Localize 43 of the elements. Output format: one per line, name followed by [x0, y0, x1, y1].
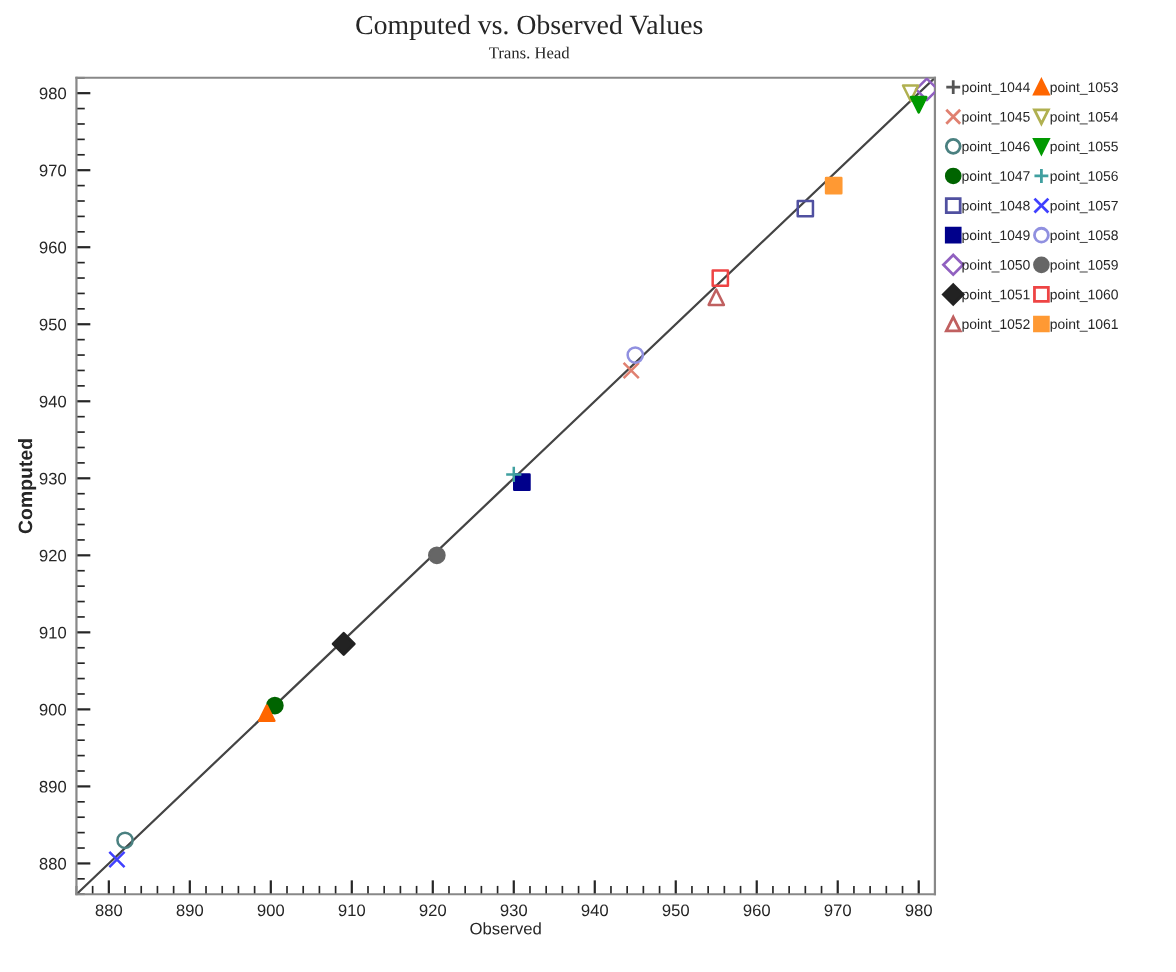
point: [909, 95, 928, 114]
y-tick-label: 880: [39, 857, 67, 870]
point: [626, 346, 645, 364]
x-tick-label: 960: [743, 904, 770, 917]
y-tick-label: 900: [39, 703, 67, 716]
point: [266, 696, 284, 715]
point: [622, 361, 641, 380]
point: [513, 473, 531, 492]
x-tick-label: 980: [905, 904, 932, 917]
y-tick-label: 970: [39, 164, 67, 177]
x-axis-title: Observed: [470, 922, 541, 935]
point: [108, 850, 126, 869]
x-tick-label: 920: [419, 904, 447, 917]
x-tick-label: 950: [662, 904, 690, 917]
point: [796, 199, 815, 218]
point: [427, 546, 446, 565]
y-tick-label: 890: [39, 780, 67, 793]
x-tick-label: 910: [338, 904, 366, 917]
x-tick-label: 940: [581, 904, 609, 917]
y-tick-label: 920: [39, 549, 67, 562]
y-tick-label: 980: [39, 87, 67, 100]
y-tick-label: 910: [39, 626, 67, 639]
x-tick-label: 880: [95, 904, 123, 917]
point: [901, 84, 920, 103]
x-tick-label: 900: [257, 904, 285, 917]
y-tick-label: 950: [39, 318, 67, 331]
chart-subtitle: Trans. Head: [489, 46, 570, 59]
y-tick-label: 960: [39, 241, 67, 254]
x-tick-label: 930: [500, 904, 528, 917]
point: [331, 631, 356, 656]
point: [504, 465, 523, 484]
point: [824, 176, 843, 195]
point: [116, 831, 134, 850]
point: [914, 77, 935, 102]
y-axis-title: Computed: [18, 439, 37, 534]
y-tick-label: 930: [39, 472, 67, 485]
chart-title: Computed vs. Observed Values: [356, 14, 703, 40]
point: [707, 288, 726, 307]
point: [257, 704, 276, 723]
point: [711, 269, 730, 287]
x-tick-label: 890: [176, 904, 204, 917]
y-tick-label: 940: [39, 395, 67, 408]
x-tick-label: 970: [824, 904, 851, 917]
